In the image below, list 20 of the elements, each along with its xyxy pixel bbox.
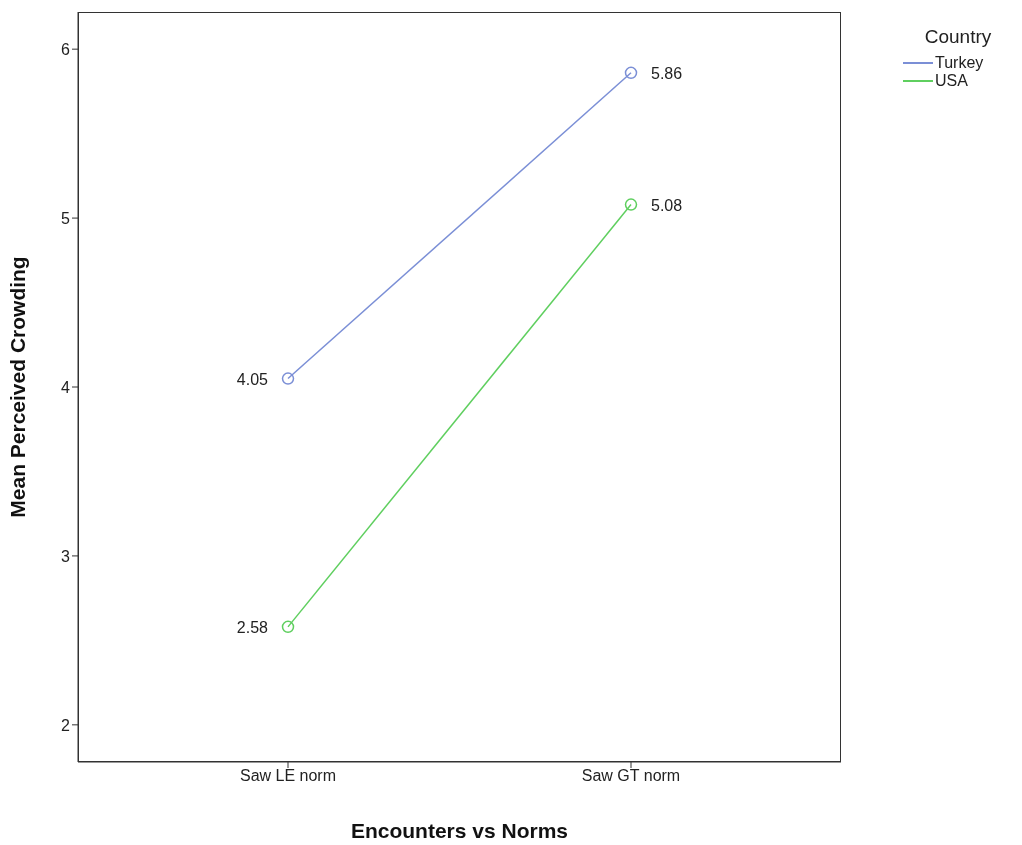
data-label: 2.58 — [236, 618, 269, 636]
y-tick-label: 6 — [61, 40, 71, 58]
data-label: 4.05 — [236, 370, 269, 388]
y-tick-label: 2 — [61, 716, 71, 734]
point — [281, 620, 295, 634]
point — [624, 66, 638, 80]
legend-label: USA — [935, 72, 968, 90]
x-tick-label: Saw GT norm — [581, 767, 681, 785]
legend-title: Country — [923, 26, 993, 48]
x-tick-label: Saw LE norm — [239, 767, 337, 785]
y-tick-label: 5 — [61, 209, 71, 227]
y-tick-label: 4 — [61, 378, 71, 396]
point — [624, 198, 638, 211]
point — [281, 372, 295, 385]
data-label: 5.08 — [651, 196, 683, 214]
x-axis-title: Encounters vs Norms — [350, 819, 569, 842]
y-tick-label: 3 — [61, 547, 71, 565]
data-label: 5.86 — [651, 64, 683, 82]
legend-label: Turkey — [935, 54, 984, 72]
y-axis-title: Mean Perceived Crowding — [6, 256, 30, 518]
